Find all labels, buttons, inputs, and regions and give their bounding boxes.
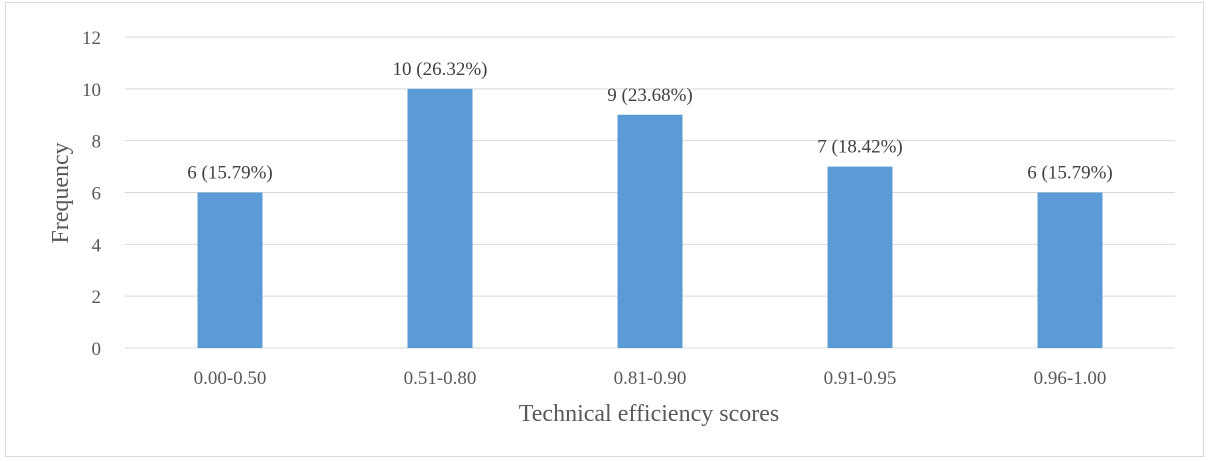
y-tick-label: 8: [92, 132, 102, 153]
x-tick-label: 0.96-1.00: [1034, 368, 1107, 389]
x-tick-label: 0.81-0.90: [614, 368, 687, 389]
x-tick-label: 0.51-0.80: [404, 368, 477, 389]
bar: [617, 114, 683, 348]
x-axis-title: Technical efficiency scores: [519, 401, 779, 427]
data-label: 9 (23.68%): [607, 85, 692, 106]
y-tick-label: 10: [82, 80, 101, 101]
bar: [827, 166, 893, 348]
y-tick-label: 4: [92, 235, 102, 256]
bar: [197, 192, 263, 348]
y-tick-label: 0: [92, 339, 102, 360]
x-tick-labels: 0.00-0.50 0.51-0.80 0.81-0.90 0.91-0.95 0.96…: [194, 368, 1107, 389]
y-tick-label: 12: [82, 28, 101, 49]
bars: [197, 88, 1103, 348]
x-tick-label: 0.91-0.95: [824, 368, 897, 389]
y-tick-label: 2: [92, 287, 102, 308]
y-tick-label: 6: [92, 184, 102, 205]
bar: [1037, 192, 1103, 348]
data-label: 6 (15.79%): [1027, 163, 1112, 184]
bar: [407, 88, 473, 348]
x-tick-label: 0.00-0.50: [194, 368, 267, 389]
y-tick-labels: 0 2 4 6 8 10 12: [82, 28, 102, 360]
data-label: 10 (26.32%): [393, 59, 488, 80]
data-label: 7 (18.42%): [817, 137, 902, 158]
data-label: 6 (15.79%): [187, 163, 272, 184]
y-axis-title: Frequency: [48, 142, 74, 243]
data-labels: 6 (15.79%) 10 (26.32%) 9 (23.68%) 7 (18.42%…: [187, 59, 1112, 184]
